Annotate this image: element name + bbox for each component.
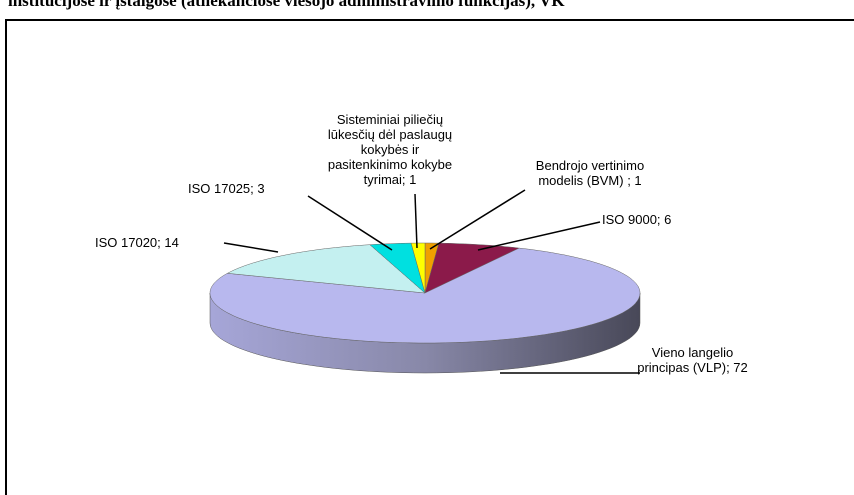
chart-frame — [5, 19, 854, 495]
data-label: Sisteminiai piliečių lūkesčių dėl paslau… — [327, 112, 453, 187]
slice — [369, 242, 426, 294]
slice — [226, 244, 426, 294]
data-label: ISO 17025; 3 — [188, 181, 265, 196]
data-label: ISO 17020; 14 — [95, 235, 179, 250]
leader-line — [429, 189, 526, 250]
slice — [209, 247, 641, 344]
slice — [424, 242, 521, 294]
slice — [410, 242, 426, 294]
data-label: Bendrojo vertinimo modelis (BVM) ; 1 — [535, 158, 645, 188]
leader-line — [414, 193, 418, 249]
leader-line — [477, 221, 601, 251]
leader-line — [307, 195, 393, 251]
leader-line — [223, 242, 279, 253]
chart-title: institucijose ir įstaigose (atliekančios… — [8, 0, 565, 10]
data-label: ISO 9000; 6 — [602, 212, 672, 227]
data-label: Vieno langelio principas (VLP); 72 — [637, 345, 748, 375]
